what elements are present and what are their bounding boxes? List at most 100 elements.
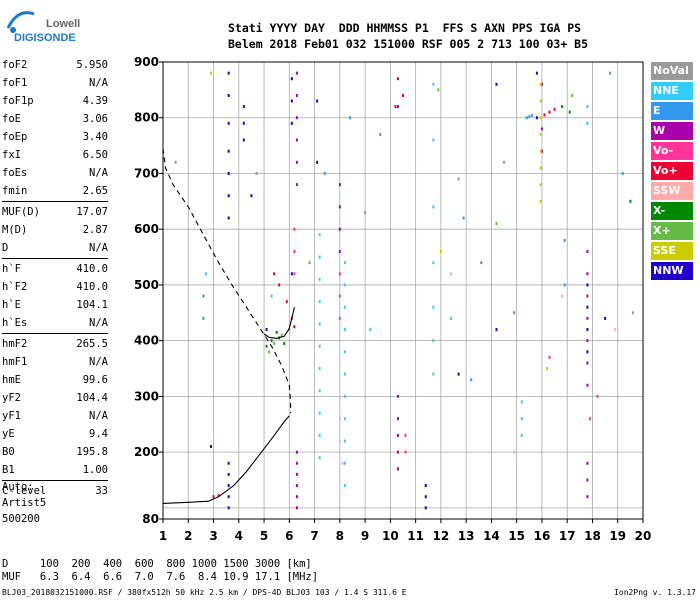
echo-point [265,328,268,332]
echo-point [295,183,298,187]
echo-point [396,417,399,421]
echo-point [227,495,230,499]
echo-point [540,127,543,131]
echo-point [586,495,589,499]
echo-point [432,261,435,265]
echo-point [513,311,516,315]
echo-point [457,177,460,181]
echo-point [338,316,341,320]
echo-point [318,367,321,371]
echo-point [270,339,273,343]
param-value: N/A [89,77,108,89]
echo-point [540,149,543,153]
param-value: 104.1 [76,299,108,311]
param-key: hmE [2,374,21,386]
param-row: B0 195.8 [2,443,108,461]
echo-point [621,171,624,175]
echo-point [295,450,298,454]
echo-point [295,461,298,465]
echo-point [586,461,589,465]
echo-point [318,344,321,348]
echo-point [520,417,523,421]
echo-point [457,372,460,376]
param-value: 195.8 [76,446,108,458]
param-row: foF2 5.950 [2,56,108,74]
echo-point [273,341,276,345]
x-tick-label: 4 [235,529,243,543]
x-tick-label: 11 [407,529,424,543]
footer-info: BLJ03_2018032151000.RSF / 380fx512h 50 k… [2,588,407,597]
echo-point [343,484,346,488]
echo-point [539,99,542,103]
echo-point [265,344,268,348]
echo-point [308,261,311,265]
echo-point [561,294,564,298]
y-tick-label: 600 [134,222,159,236]
legend-item-nne: NNE [651,82,693,100]
legend-item-ssw: SSW [651,182,693,200]
echo-point [202,316,205,320]
param-key: h`E [2,299,21,311]
echo-point [341,461,344,465]
param-value: 9.4 [89,428,108,440]
param-value: 2.65 [82,185,108,197]
echo-point [250,194,253,198]
echo-point [295,116,298,120]
echo-point [586,249,589,253]
echo-point [273,272,276,276]
param-separator [2,201,108,202]
legend-item-sse: SSE [651,242,693,260]
echo-point [528,115,531,119]
param-row: foF1 N/A [2,74,108,92]
echo-point [539,166,542,170]
param-key: M(D) [2,224,28,236]
echo-point [535,71,538,75]
distance-muf-table: D 100 200 400 600 800 1000 1500 3000 [km… [2,558,318,584]
echo-point [586,316,589,320]
param-key: D [2,242,9,254]
echo-point [227,194,230,198]
echo-point [227,461,230,465]
echo-point [503,160,506,164]
param-row: h`F2 410.0 [2,278,108,296]
echo-point [586,478,589,482]
profile-line [162,415,290,504]
param-key: fxI [2,149,21,161]
echo-point [280,333,283,337]
echo-point [364,210,367,214]
x-tick-label: 10 [382,529,399,543]
echo-point [348,116,351,120]
y-tick-label: 400 [134,334,159,348]
echo-point [450,272,452,276]
echo-point [470,378,473,382]
param-row: B1 1.00 [2,461,108,479]
echo-point [285,300,288,304]
echo-point [432,339,435,343]
echo-point [535,116,538,120]
echo-point [629,199,632,203]
echo-point [539,199,542,203]
echo-point [212,495,215,499]
echo-point [338,417,341,421]
param-key: foF1p [2,95,34,107]
echo-point [432,138,435,142]
param-row: foEp 3.40 [2,128,108,146]
profile-line [263,307,295,339]
echo-point [432,82,435,86]
echo-point [338,227,341,231]
echo-point [540,82,543,86]
echo-point [546,367,548,371]
legend-item-noval: NoVal [651,62,693,80]
echo-point [318,433,321,437]
echo-point [432,372,435,376]
echo-point [295,506,298,510]
echo-point [596,394,599,398]
echo-point [450,316,452,320]
logo-line1: Lowell [46,18,80,30]
param-separator [2,333,108,334]
echo-point [343,305,346,309]
x-tick-label: 12 [433,529,450,543]
param-row: fmin 2.65 [2,182,108,200]
echo-point [561,105,564,109]
param-row: foF1p 4.39 [2,92,108,110]
